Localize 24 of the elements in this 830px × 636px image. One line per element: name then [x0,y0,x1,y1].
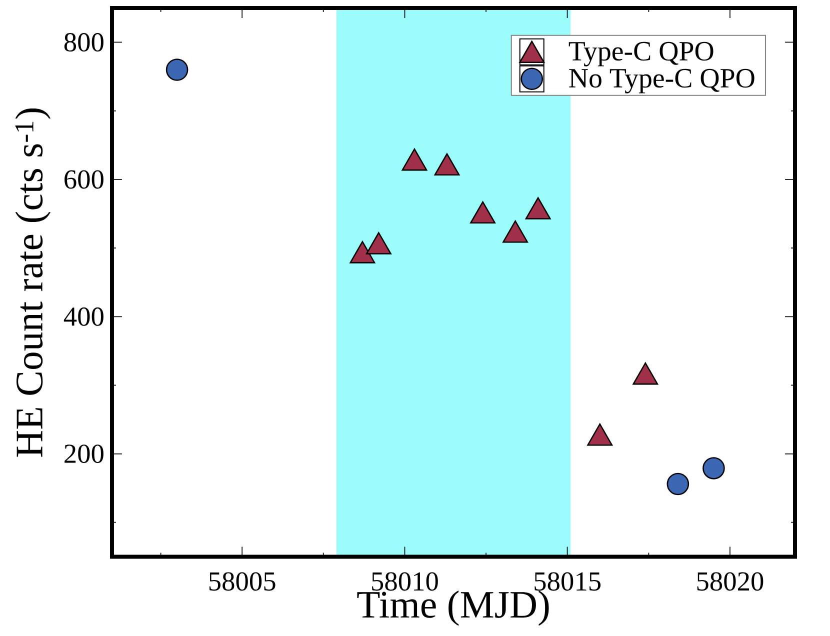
y-tick-label: 600 [64,170,104,189]
x-tick-label: 58010 [372,572,438,591]
point [702,457,725,480]
point [470,201,496,224]
point [366,232,392,254]
point [632,362,658,385]
y-tick-label: 800 [64,33,104,52]
point [350,241,376,264]
point [166,58,188,81]
point [525,197,551,220]
y-tick-label: 400 [64,307,104,326]
x-tick-label: 58015 [534,572,601,591]
legend-label: No Type-C QPO [569,68,754,94]
x-axis-title: Time (MJD) [357,590,549,626]
point [502,220,528,243]
point [434,153,460,176]
y-tick-label: 200 [64,444,104,464]
legend-label: Type-C QPO [568,42,714,66]
point [402,148,428,171]
x-tick-label: 58020 [697,572,764,591]
point [587,423,613,446]
x-tick-label: 58005 [209,572,276,591]
point [666,472,690,496]
y-axis-title: HE Count rate (cts s$^{-1}$) [15,108,51,457]
